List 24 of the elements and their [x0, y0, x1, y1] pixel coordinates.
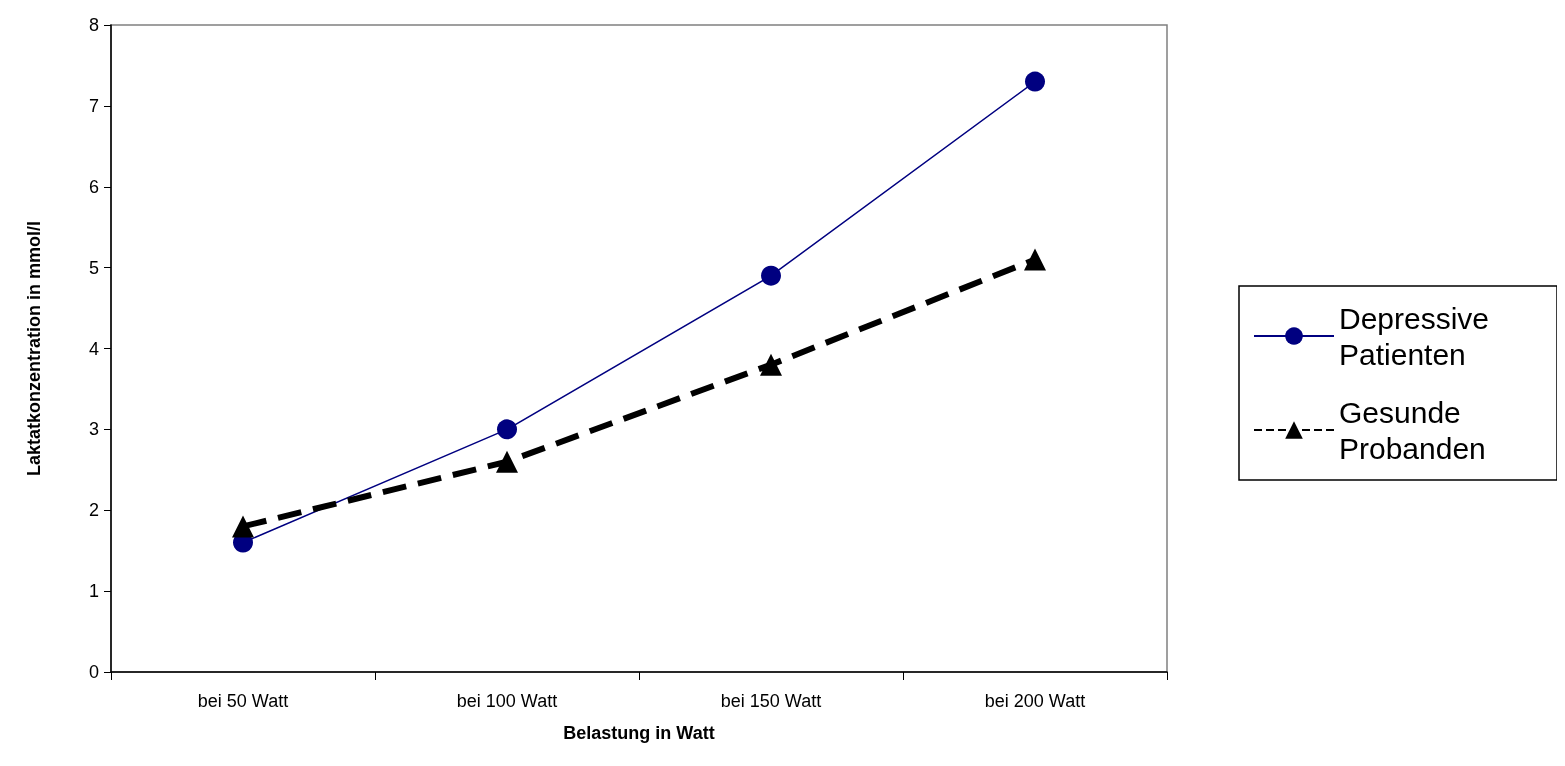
point [1024, 248, 1046, 271]
y-axis-title: Laktatkonzentration in mmol/l [24, 220, 44, 477]
point [232, 515, 254, 538]
y-tick-label: 6 [88, 176, 99, 197]
y-tick-label: 2 [88, 500, 99, 521]
point [496, 450, 518, 473]
x-tick-label: bei 100 Watt [456, 691, 558, 711]
point [760, 353, 782, 376]
y-tick-label: 7 [88, 95, 99, 116]
point [497, 419, 517, 440]
y-tick-label: 4 [88, 338, 99, 359]
x-tick-label: bei 50 Watt [197, 691, 289, 711]
x-tick-label: bei 200 Watt [984, 691, 1086, 711]
y-tick-label: 5 [88, 257, 99, 278]
y-tick-label: 3 [88, 419, 99, 440]
y-tick-label: 8 [88, 15, 99, 35]
y-tick-label: 1 [88, 581, 99, 602]
x-axis-title: Belastung in Watt [563, 723, 715, 743]
y-tick-label: 0 [88, 662, 99, 682]
point [761, 265, 781, 286]
legend-label: Gesunde Probanden [1339, 395, 1486, 465]
point [1025, 71, 1045, 92]
legend-label: Depressive Patienten [1339, 301, 1498, 371]
x-tick-label: bei 150 Watt [720, 691, 822, 711]
